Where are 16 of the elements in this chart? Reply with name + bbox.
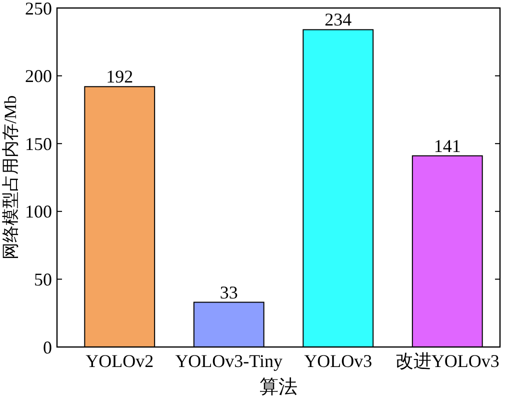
- x-tick-label: YOLOv2: [86, 351, 154, 371]
- x-axis-title: 算法: [260, 377, 298, 398]
- data-label: 192: [106, 66, 134, 87]
- y-tick-label: 250: [25, 0, 52, 18]
- y-tick-label: 50: [34, 270, 52, 290]
- x-tick-label: YOLOv3-Tiny: [175, 351, 283, 371]
- y-tick-label: 0: [43, 337, 52, 358]
- y-axis-title: 网络模型占用内存/Mb: [1, 95, 20, 260]
- x-tick-label: 改进YOLOv3: [395, 351, 500, 371]
- data-label: 141: [434, 136, 461, 156]
- x-tick-label: YOLOv3: [304, 351, 372, 371]
- data-label: 234: [324, 10, 352, 30]
- y-tick-label: 100: [25, 202, 52, 222]
- data-label: 33: [220, 282, 238, 302]
- y-tick-label: 150: [25, 134, 52, 154]
- y-tick-label: 200: [25, 66, 52, 86]
